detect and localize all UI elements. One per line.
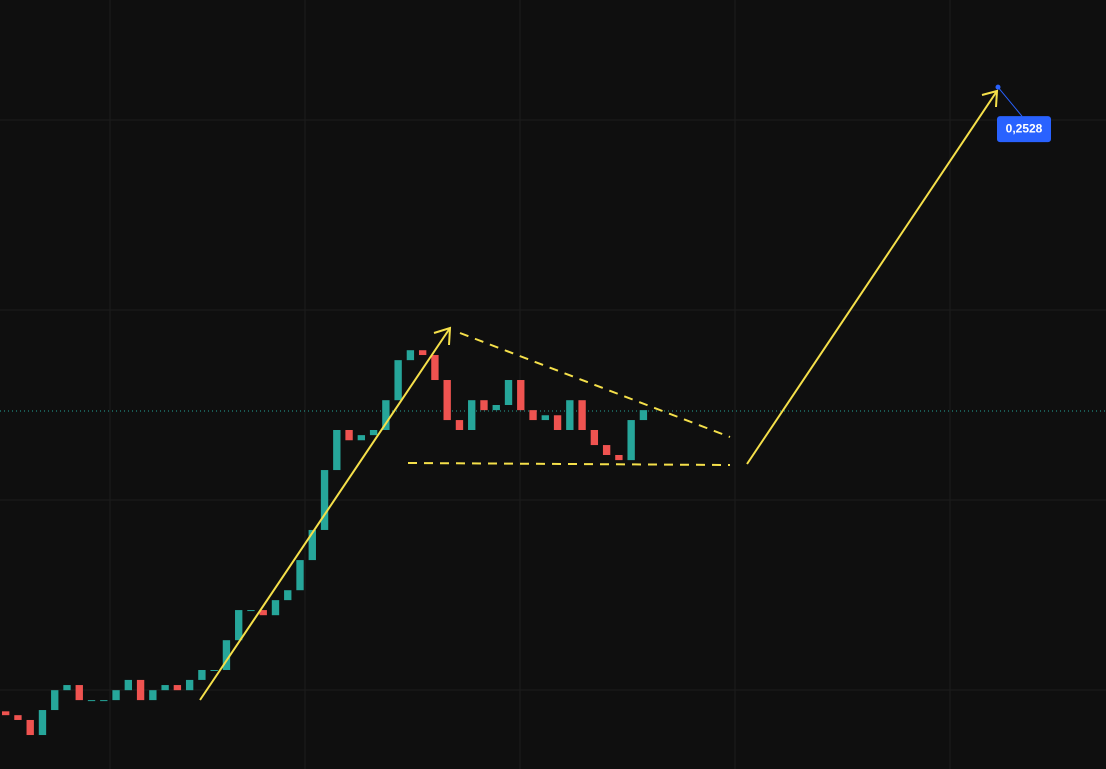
candle-body bbox=[308, 529, 316, 561]
candle-body bbox=[173, 685, 182, 691]
candle-body bbox=[590, 429, 599, 446]
candle-body bbox=[284, 590, 292, 601]
candle-body bbox=[210, 669, 218, 671]
candle-body bbox=[468, 400, 476, 430]
candle-body bbox=[296, 560, 304, 591]
candles bbox=[2, 350, 648, 736]
candle-body bbox=[529, 410, 537, 421]
candle-body bbox=[2, 711, 10, 716]
candle-body bbox=[369, 429, 378, 436]
candle-body bbox=[602, 445, 611, 455]
candle-body bbox=[333, 429, 341, 471]
up-arrow bbox=[199, 327, 451, 701]
candle-body bbox=[38, 710, 47, 736]
candle-body bbox=[14, 715, 22, 720]
candle-body bbox=[26, 719, 34, 736]
candle-body bbox=[627, 420, 635, 461]
candle-body bbox=[100, 700, 108, 702]
candle-body bbox=[235, 610, 243, 641]
candle-body bbox=[124, 679, 132, 691]
arrow-head bbox=[433, 326, 452, 346]
candle-body bbox=[112, 690, 120, 701]
candle-body bbox=[578, 400, 586, 430]
support-line bbox=[407, 462, 731, 466]
candle-body bbox=[87, 700, 96, 702]
candle-body bbox=[357, 435, 366, 441]
candle-body bbox=[136, 679, 145, 701]
candle-body bbox=[541, 415, 549, 421]
drawings bbox=[199, 89, 999, 701]
candle-body bbox=[75, 685, 83, 701]
candle-body bbox=[455, 420, 464, 430]
candle-body bbox=[51, 690, 59, 711]
candle-body bbox=[271, 600, 280, 616]
target-label: 0,2528 bbox=[1006, 121, 1043, 135]
target-arrow bbox=[746, 90, 998, 465]
candle-body bbox=[406, 350, 415, 361]
candle-body bbox=[259, 610, 267, 616]
candle-body bbox=[443, 380, 451, 421]
candle-body bbox=[492, 405, 500, 411]
arrow-head bbox=[981, 89, 999, 108]
candle-body bbox=[639, 410, 648, 421]
candle-body bbox=[185, 679, 194, 691]
candle-body bbox=[345, 429, 353, 441]
candle-body bbox=[161, 685, 169, 691]
candle-body bbox=[480, 400, 488, 411]
candle-body bbox=[320, 470, 329, 530]
candle-body bbox=[198, 669, 206, 680]
candle-body bbox=[394, 360, 402, 401]
candle-body bbox=[553, 415, 562, 430]
target: 0,2528 bbox=[995, 84, 1051, 143]
candle-body bbox=[222, 640, 231, 670]
target-badge bbox=[997, 116, 1051, 143]
target-point bbox=[995, 84, 1001, 90]
candle-body bbox=[517, 380, 525, 411]
candle-body bbox=[149, 690, 157, 701]
candle-body bbox=[504, 380, 513, 406]
resistance-line bbox=[459, 332, 731, 438]
candle-body bbox=[418, 350, 427, 356]
candle-body bbox=[382, 400, 390, 430]
candle-body bbox=[615, 454, 623, 461]
candle-body bbox=[63, 685, 71, 691]
candle-body bbox=[566, 400, 574, 430]
target-connector bbox=[997, 86, 1023, 117]
candle-body bbox=[247, 610, 255, 612]
candle-body bbox=[431, 355, 439, 381]
